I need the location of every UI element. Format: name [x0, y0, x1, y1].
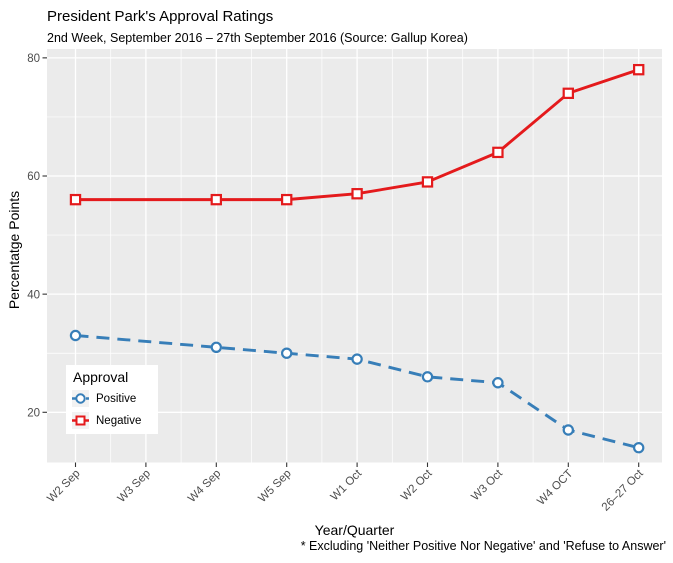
y-tick-label: 60 — [27, 171, 40, 183]
marker-positive — [281, 347, 293, 359]
marker-positive — [351, 353, 363, 365]
marker-negative — [69, 193, 82, 206]
marker-negative — [281, 193, 293, 206]
legend-label-negative: Negative — [96, 414, 142, 427]
plot-title: President Park's Approval Ratings — [47, 8, 274, 25]
x-tick-label: W2 Oct — [399, 467, 435, 503]
y-tick-label: 20 — [27, 407, 40, 419]
marker-negative — [351, 188, 363, 200]
series-line-negative — [75, 68, 640, 202]
y-tick-label: 80 — [27, 53, 40, 65]
x-tick-label: W5 Sep — [256, 468, 293, 505]
x-tick-label: W4 OCT — [535, 468, 575, 508]
x-tick-label: W4 Sep — [186, 468, 223, 505]
legend-label-positive: Positive — [96, 392, 137, 405]
y-tick-label: 40 — [27, 289, 40, 301]
series-line-positive — [75, 334, 640, 450]
legend-item-negative: Negative — [72, 412, 158, 429]
positive-key-icon — [72, 390, 89, 407]
marker-negative — [421, 176, 434, 188]
marker-negative — [492, 146, 504, 159]
marker-positive — [210, 341, 222, 354]
marker-positive — [421, 371, 434, 383]
x-tick-label: W3 Oct — [469, 467, 505, 503]
legend-title: Approval — [73, 369, 129, 385]
plot-caption: * Excluding 'Neither Positive Nor Negati… — [300, 539, 666, 553]
y-axis-title: Percentatge Points — [6, 190, 22, 310]
marker-negative — [562, 87, 575, 100]
x-tick-label: W1 Oct — [329, 467, 365, 503]
legend-item-positive: Positive — [72, 390, 158, 407]
marker-negative — [632, 63, 645, 76]
x-axis-title: Year/Quarter — [314, 522, 395, 538]
legend: Approval Positive Negative — [66, 365, 158, 434]
marker-positive — [633, 442, 645, 454]
x-tick-label: W2 Sep — [45, 468, 82, 505]
plot-subtitle: 2nd Week, September 2016 – 27th Septembe… — [47, 31, 468, 45]
marker-negative — [210, 193, 222, 206]
marker-positive — [492, 377, 504, 389]
marker-positive — [69, 329, 82, 342]
x-tick-label: W3 Sep — [116, 468, 153, 505]
marker-positive — [562, 424, 575, 436]
x-tick-label: 26–27 Oct — [600, 467, 647, 514]
negative-key-icon — [72, 412, 89, 429]
